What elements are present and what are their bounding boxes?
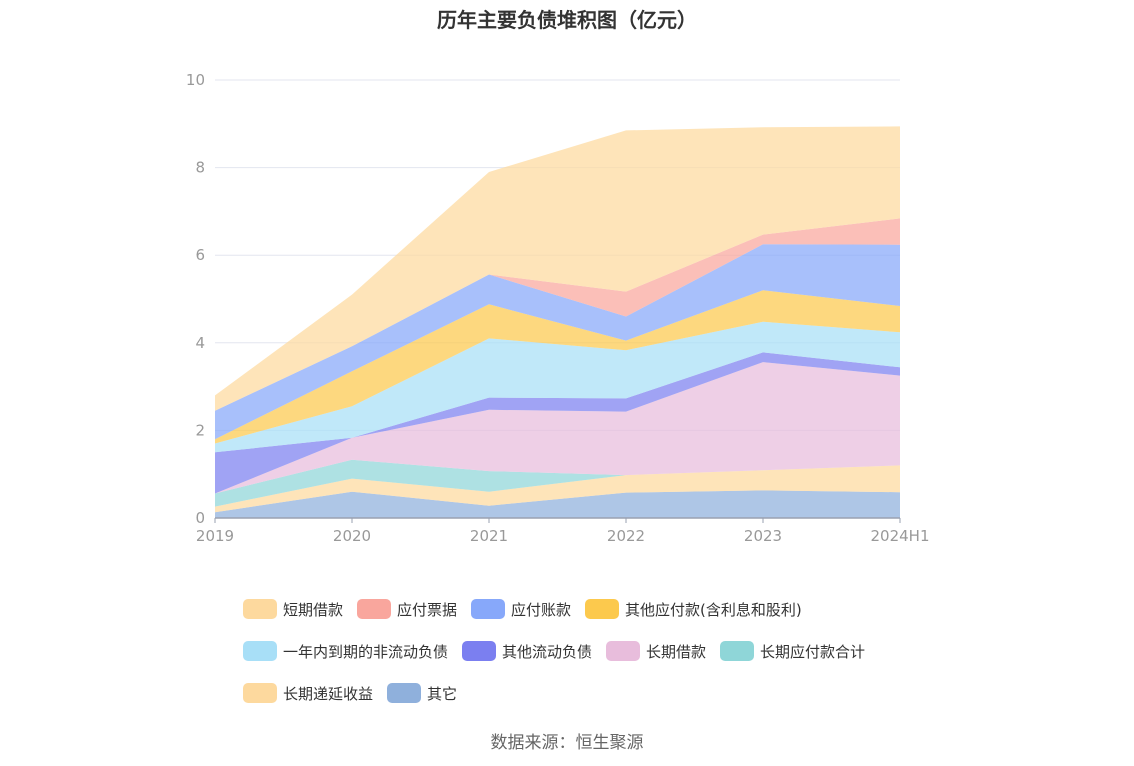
y-tick-label: 8 (195, 159, 205, 177)
legend-label: 长期借款 (646, 642, 707, 661)
legend-swatch (243, 641, 277, 661)
x-tick-label: 2021 (470, 527, 508, 545)
x-tick-label: 2022 (607, 527, 645, 545)
chart-title: 历年主要负债堆积图（亿元） (437, 8, 697, 32)
x-axis-ticks: 2019 2020 2021 2022 2023 2024H1 (196, 518, 930, 545)
legend-label: 其它 (427, 684, 458, 703)
x-tick-label: 2023 (744, 527, 782, 545)
legend-item-current-portion-noncurrent[interactable]: 一年内到期的非流动负债 (243, 640, 448, 662)
x-tick-label: 2019 (196, 527, 234, 545)
area-series (215, 218, 900, 411)
x-tick-label: 2024H1 (871, 527, 930, 545)
legend-label: 长期递延收益 (283, 684, 374, 703)
y-tick-label: 2 (195, 421, 205, 439)
legend-swatch (357, 599, 392, 619)
legend-item-other-current-liabilities[interactable]: 其他流动负债 (462, 640, 592, 662)
y-tick-label: 0 (195, 509, 205, 527)
area-series (215, 459, 900, 507)
source-note: 数据来源：恒生聚源 (490, 733, 644, 753)
legend-label: 短期借款 (283, 600, 344, 619)
legend-label: 长期应付款合计 (760, 642, 866, 661)
legend-swatch (462, 641, 497, 661)
legend-swatch (606, 641, 641, 661)
y-axis-ticks: 0 2 4 6 8 10 (186, 71, 205, 527)
y-tick-label: 4 (195, 334, 205, 352)
area-series (215, 490, 900, 518)
legend-label: 应付账款 (511, 600, 572, 619)
legend-swatch (243, 683, 277, 703)
legend-swatch (471, 599, 506, 619)
area-series (215, 362, 900, 494)
legend-swatch (720, 641, 755, 661)
legend-item-other[interactable]: 其它 (387, 682, 457, 704)
legend-label: 应付票据 (397, 600, 458, 619)
legend-item-notes-payable[interactable]: 应付票据 (357, 598, 457, 620)
legend-item-other-payables[interactable]: 其他应付款(含利息和股利) (585, 598, 802, 620)
legend-swatch (387, 683, 422, 703)
legend-item-deferred-income[interactable]: 长期递延收益 (243, 682, 373, 704)
legend-item-long-term-loans[interactable]: 长期借款 (606, 640, 706, 662)
area-series (215, 126, 900, 411)
legend-item-short-term-loans[interactable]: 短期借款 (243, 598, 343, 620)
legend-label: 一年内到期的非流动负债 (283, 642, 449, 661)
legend-swatch (585, 599, 620, 619)
legend-swatch (243, 599, 277, 619)
area-series (215, 244, 900, 440)
x-tick-label: 2020 (333, 527, 371, 545)
y-tick-label: 6 (195, 246, 205, 264)
legend-label: 其他流动负债 (502, 642, 593, 661)
area-series (215, 352, 900, 494)
legend-label: 其他应付款(含利息和股利) (625, 600, 802, 619)
area-series (215, 290, 900, 444)
legend-item-long-term-payables[interactable]: 长期应付款合计 (720, 640, 865, 662)
legend-item-accounts-payable[interactable]: 应付账款 (471, 598, 571, 620)
stacked-areas (215, 126, 900, 518)
chart-plot: 0 2 4 6 8 10 2019 2020 2021 2022 2023 2024H1 (186, 71, 930, 545)
y-tick-label: 10 (186, 71, 205, 89)
area-series (215, 321, 900, 453)
area-series (215, 465, 900, 513)
legend: 短期借款 应付票据 应付账款 其他应付款(含利息和股利) 一年内到期的非流动负债… (243, 598, 963, 704)
